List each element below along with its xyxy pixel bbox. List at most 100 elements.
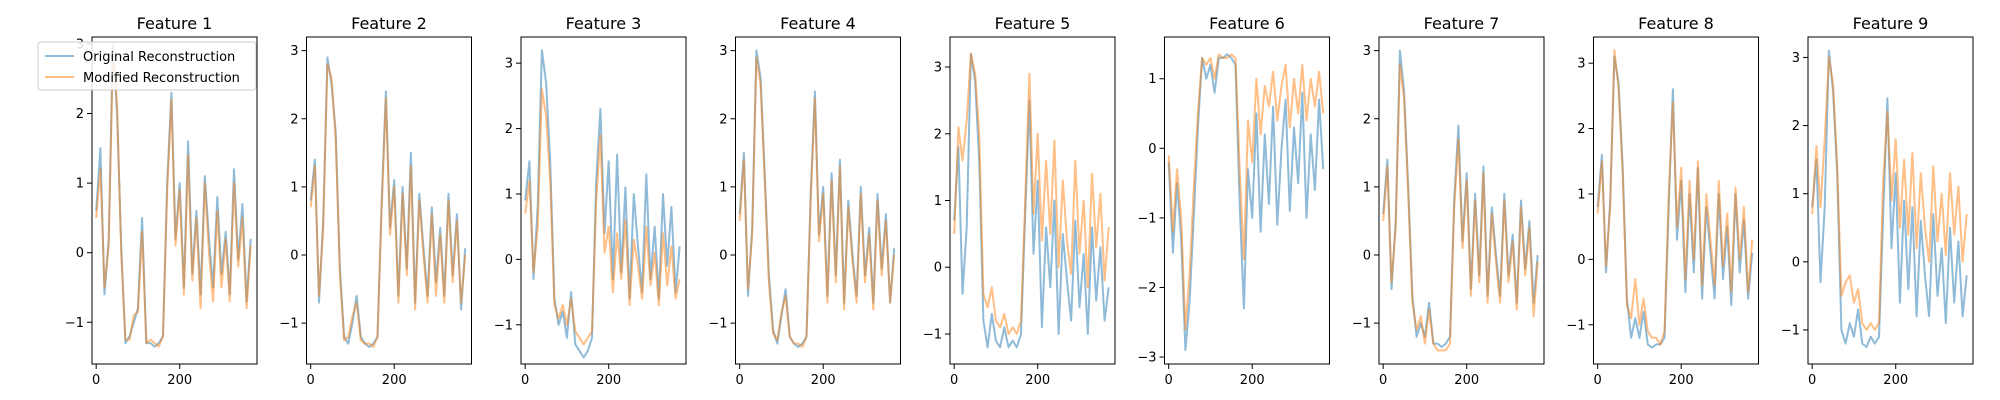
axes-frame [735, 36, 901, 365]
x-tick-label: 0 [92, 373, 100, 388]
legend-label-modified: Modified Reconstruction [83, 71, 240, 86]
y-tick-label: 2 [1577, 122, 1585, 137]
y-tick-label: −1 [1566, 318, 1585, 333]
subplot-feature-8: 0 200 −1 0 1 2 3 Feature 8 [1566, 14, 1759, 388]
x-tick-label: 200 [1669, 373, 1694, 388]
y-tick-label: 1 [1577, 187, 1585, 202]
x-tick-label: 0 [1379, 373, 1387, 388]
axes-frame [1593, 36, 1759, 365]
axes-frame [1378, 36, 1545, 365]
x-tick-label: 200 [1240, 373, 1265, 388]
x-tick-label: 200 [1025, 373, 1050, 388]
y-tick-label: −1 [708, 317, 727, 332]
subplot-feature-3: 0 200 −1 0 1 2 3 Feature 3 [494, 14, 687, 388]
y-tick-label: 0 [934, 261, 942, 276]
legend-label-original: Original Reconstruction [83, 50, 235, 65]
x-tick-label: 200 [811, 373, 836, 388]
x-tick-label: 0 [1808, 373, 1816, 388]
x-tick-label: 200 [167, 373, 192, 388]
y-tick-label: 3 [1792, 51, 1800, 66]
y-tick-label: 3 [934, 61, 942, 76]
panel-title: Feature 3 [566, 14, 642, 33]
y-tick-label: 0 [719, 249, 727, 264]
x-tick-label: 0 [521, 373, 529, 388]
x-tick-label: 0 [950, 373, 958, 388]
panel-title: Feature 7 [1424, 14, 1500, 33]
y-tick-label: 3 [1577, 57, 1585, 72]
panel-title: Feature 5 [995, 14, 1071, 33]
y-tick-label: 0 [76, 246, 84, 261]
y-tick-label: 1 [1363, 180, 1371, 195]
series-line-modified [1596, 49, 1754, 346]
panel-title: Feature 2 [351, 14, 427, 33]
series-line-modified [1811, 56, 1968, 331]
x-tick-label: 0 [307, 373, 315, 388]
series-line-modified [524, 88, 681, 346]
axes-frame [91, 36, 258, 365]
subplot-feature-6: 0 200 −3 −2 −1 0 1 Feature 6 [1137, 14, 1330, 388]
subplot-feature-2: 0 200 −1 0 1 2 3 Feature 2 [279, 14, 472, 388]
y-tick-label: 3 [290, 44, 298, 59]
panel-title: Feature 6 [1209, 14, 1285, 33]
y-tick-label: −3 [1137, 351, 1156, 366]
x-tick-label: 0 [736, 373, 744, 388]
y-tick-label: 1 [1792, 187, 1800, 202]
y-tick-label: 0 [1363, 249, 1371, 264]
y-tick-label: 2 [719, 112, 727, 127]
axes-frame [1807, 36, 1974, 365]
series-line-modified [95, 49, 252, 348]
y-tick-label: −1 [923, 327, 942, 342]
y-tick-label: −1 [279, 317, 298, 332]
series-line-modified [1167, 53, 1325, 331]
x-tick-label: 200 [596, 373, 621, 388]
y-tick-label: 2 [1792, 119, 1800, 134]
x-tick-label: 0 [1165, 373, 1173, 388]
y-tick-label: 2 [290, 112, 298, 127]
x-tick-label: 200 [1883, 373, 1908, 388]
axes-frame [520, 36, 687, 365]
subplot-feature-4: 0 200 −1 0 1 2 3 Feature 4 [708, 14, 901, 388]
y-tick-label: 2 [505, 122, 513, 137]
series-line-modified [309, 63, 467, 348]
x-tick-label: 200 [382, 373, 407, 388]
axes-frame [306, 36, 472, 365]
y-tick-label: 3 [505, 57, 513, 72]
legend-frame [37, 41, 257, 91]
subplot-feature-7: 0 200 −1 0 1 2 3 Feature 7 [1352, 14, 1545, 388]
panel-title: Feature 1 [137, 14, 213, 33]
series-line-original [1596, 55, 1754, 349]
y-tick-label: 0 [290, 249, 298, 264]
panel-title: Feature 8 [1638, 14, 1714, 33]
y-tick-label: 2 [934, 127, 942, 142]
y-tick-label: 0 [1148, 142, 1156, 157]
y-tick-label: 1 [719, 180, 727, 195]
x-tick-label: 200 [1454, 373, 1479, 388]
y-tick-label: −2 [1137, 281, 1156, 296]
y-tick-label: 2 [1363, 112, 1371, 127]
y-tick-label: 3 [719, 44, 727, 59]
y-tick-label: 0 [505, 253, 513, 268]
panel-title: Feature 9 [1853, 14, 1929, 33]
y-tick-label: −1 [1352, 317, 1371, 332]
y-tick-label: −1 [1781, 323, 1800, 338]
y-tick-label: −1 [494, 318, 513, 333]
subplot-feature-5: 0 200 −1 0 1 2 3 Feature 5 [923, 14, 1116, 388]
x-tick-label: 0 [1594, 373, 1602, 388]
series-line-modified [953, 52, 1110, 335]
panel-title: Feature 4 [780, 14, 856, 33]
y-tick-label: −1 [1137, 211, 1156, 226]
y-tick-label: −1 [65, 316, 84, 331]
y-tick-label: 0 [1577, 253, 1585, 268]
legend: Original Reconstruction Modified Reconst… [37, 41, 257, 91]
axes-frame [1164, 36, 1330, 365]
y-tick-label: 1 [1148, 72, 1156, 87]
y-tick-label: 2 [76, 107, 84, 122]
y-tick-label: 1 [290, 180, 298, 195]
series-line-modified [738, 56, 896, 348]
y-tick-label: 0 [1792, 255, 1800, 270]
y-tick-label: 1 [934, 194, 942, 209]
subplot-feature-9: 0 200 −1 0 1 2 3 Feature 9 [1781, 14, 1974, 388]
